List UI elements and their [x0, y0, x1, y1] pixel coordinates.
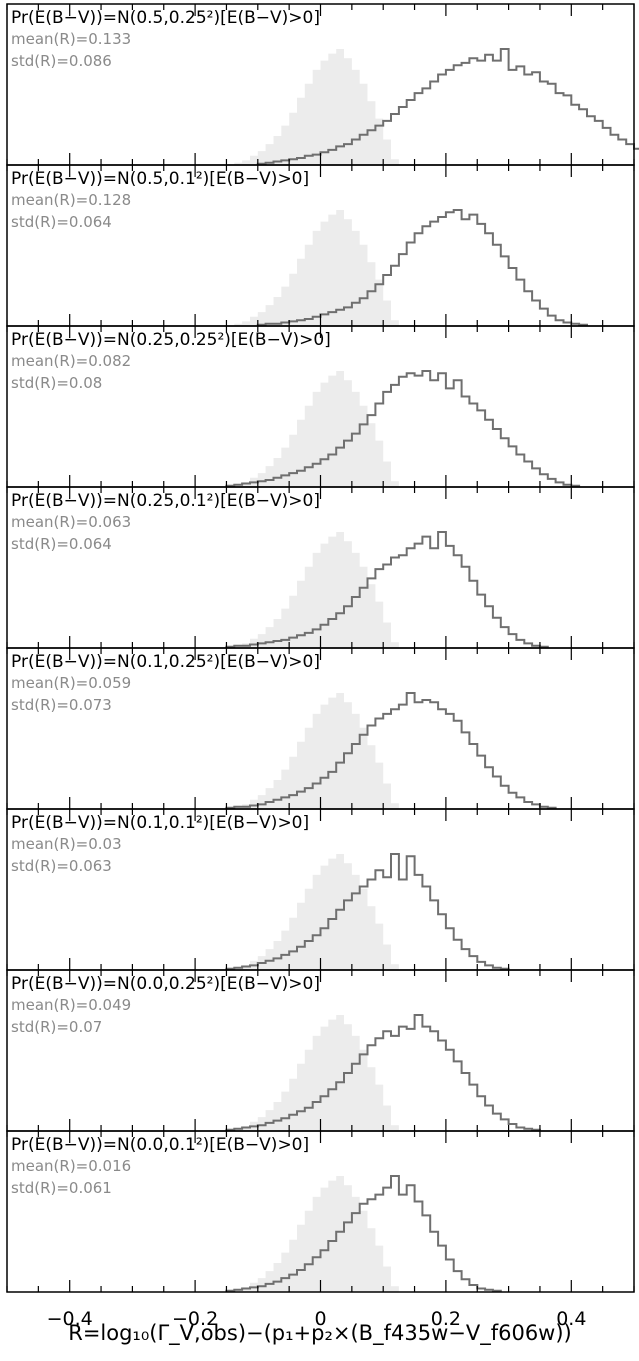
std-label: std(R)=0.073 — [11, 696, 112, 714]
prior-histogram — [225, 1175, 502, 1292]
mean-label: mean(R)=0.128 — [11, 191, 131, 209]
prior-histogram — [256, 209, 588, 326]
reference-histogram — [234, 1015, 399, 1131]
reference-histogram — [234, 693, 399, 809]
prior-histogram — [225, 531, 549, 648]
std-label: std(R)=0.061 — [11, 1179, 112, 1197]
mean-label: mean(R)=0.059 — [11, 674, 131, 692]
x-tick-label: −0.4 — [47, 1308, 93, 1330]
mean-label: mean(R)=0.133 — [11, 30, 131, 48]
std-label: std(R)=0.086 — [11, 52, 112, 70]
panel-title: Pr(E(B−V))=N(0.5,0.1²)[E(B−V)>0] — [11, 169, 309, 189]
mean-label: mean(R)=0.082 — [11, 352, 131, 370]
x-tick-label: 0.4 — [556, 1308, 586, 1330]
panel-title: Pr(E(B−V))=N(0.1,0.25²)[E(B−V)>0] — [11, 652, 320, 672]
mean-label: mean(R)=0.016 — [11, 1157, 131, 1175]
panel-title: Pr(E(B−V))=N(0.25,0.1²)[E(B−V)>0] — [11, 491, 320, 511]
prior-histogram — [225, 853, 510, 970]
mean-label: mean(R)=0.063 — [11, 513, 131, 531]
std-label: std(R)=0.063 — [11, 857, 112, 875]
mean-label: mean(R)=0.049 — [11, 996, 131, 1014]
panels: Pr(E(B−V))=N(0.5,0.25²)[E(B−V)>0] mean(R)… — [6, 3, 639, 1293]
std-label: std(R)=0.07 — [11, 1018, 102, 1036]
reference-histogram — [234, 371, 399, 487]
panel-title: Pr(E(B−V))=N(0.0,0.1²)[E(B−V)>0] — [11, 1135, 309, 1155]
x-tick-label: 0.2 — [431, 1308, 461, 1330]
std-label: std(R)=0.08 — [11, 374, 102, 392]
panel-5: Pr(E(B−V))=N(0.1,0.25²)[E(B−V)>0] mean(R)… — [6, 647, 635, 810]
prior-histogram — [225, 370, 581, 487]
panel-title: Pr(E(B−V))=N(0.5,0.25²)[E(B−V)>0] — [11, 8, 320, 28]
panel-6: Pr(E(B−V))=N(0.1,0.1²)[E(B−V)>0] mean(R)=… — [6, 808, 635, 971]
prior-histogram — [225, 692, 557, 809]
prior-histogram — [225, 1014, 541, 1131]
panel-title: Pr(E(B−V))=N(0.0,0.25²)[E(B−V)>0] — [11, 974, 320, 994]
mean-label: mean(R)=0.03 — [11, 835, 122, 853]
reference-histogram — [234, 532, 399, 648]
reference-histogram — [234, 1176, 399, 1292]
panel-2: Pr(E(B−V))=N(0.5,0.1²)[E(B−V)>0] mean(R)=… — [6, 164, 635, 327]
x-tick-label: 0 — [314, 1308, 326, 1330]
reference-histogram — [234, 854, 399, 970]
panel-3: Pr(E(B−V))=N(0.25,0.25²)[E(B−V)>0] mean(R… — [6, 325, 635, 488]
panel-1: Pr(E(B−V))=N(0.5,0.25²)[E(B−V)>0] mean(R)… — [6, 3, 639, 166]
prior-histogram — [256, 48, 639, 165]
reference-histogram — [234, 210, 399, 326]
x-axis-label: R=log₁₀(Γ_V,obs)−(p₁+p₂×(B_f435w−V_f606w… — [68, 1321, 572, 1346]
panel-title: Pr(E(B−V))=N(0.1,0.1²)[E(B−V)>0] — [11, 813, 309, 833]
panel-title: Pr(E(B−V))=N(0.25,0.25²)[E(B−V)>0] — [11, 330, 331, 350]
panel-8: Pr(E(B−V))=N(0.0,0.1²)[E(B−V)>0] mean(R)=… — [6, 1130, 635, 1293]
panel-7: Pr(E(B−V))=N(0.0,0.25²)[E(B−V)>0] mean(R)… — [6, 969, 635, 1132]
x-axis: R=log₁₀(Γ_V,obs)−(p₁+p₂×(B_f435w−V_f606w… — [47, 1308, 587, 1346]
reference-histogram — [234, 49, 399, 165]
panel-4: Pr(E(B−V))=N(0.25,0.1²)[E(B−V)>0] mean(R)… — [6, 486, 635, 649]
std-label: std(R)=0.064 — [11, 535, 112, 553]
std-label: std(R)=0.064 — [11, 213, 112, 231]
x-tick-label: −0.2 — [172, 1308, 218, 1330]
